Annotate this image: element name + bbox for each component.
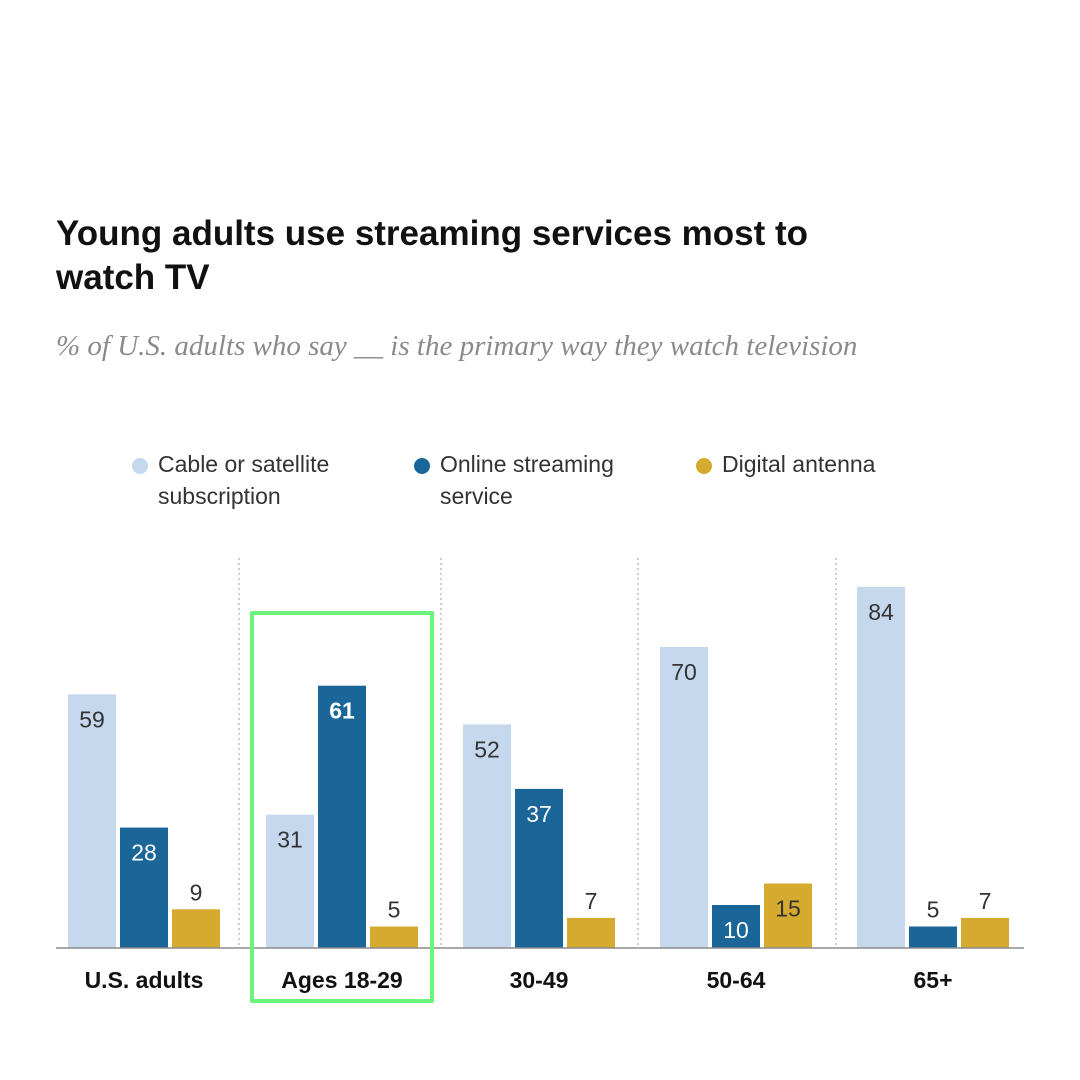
chart-legend: Cable or satellite subscription Online s… [0,448,1080,518]
bar-streaming-50-64 [712,905,760,948]
data-label-streaming-u-s-adults: 28 [131,840,157,866]
data-label-cable-ages-18-29: 31 [277,827,303,853]
bar-antenna-30-49 [567,917,615,948]
legend-label-antenna: Digital antenna [722,451,876,477]
data-label-streaming-30-49: 37 [526,801,552,827]
data-label-streaming-50-64: 10 [723,917,749,943]
legend-label-cable: Cable or satellite subscription [158,451,330,509]
data-label-cable-u-s-adults: 59 [79,706,105,732]
bar-streaming-65 [909,926,957,948]
bar-antenna-50-64 [764,883,812,948]
data-label-cable-65: 84 [868,599,894,625]
bar-cable-50-64 [660,647,708,948]
category-label-30-49: 30-49 [510,967,569,993]
bar-antenna-u-s-adults [172,909,220,948]
bar-antenna-65 [961,917,1009,948]
chart-subtitle: % of U.S. adults who say __ is the prima… [56,330,858,362]
category-label-ages-18-29: Ages 18-29 [281,967,402,993]
data-label-streaming-65: 5 [927,897,940,923]
data-label-antenna-50-64: 15 [775,896,801,922]
bar-streaming-ages-18-29 [318,685,366,948]
chart-title: Young adults use streaming services most… [56,214,809,297]
bar-cable-u-s-adults [68,694,116,948]
legend-swatch-cable [132,458,148,474]
legend-swatch-streaming [414,458,430,474]
bar-streaming-30-49 [515,788,563,948]
data-label-antenna-65: 7 [979,888,992,914]
category-label-u-s-adults: U.S. adults [85,967,204,993]
data-label-antenna-u-s-adults: 9 [190,879,203,905]
data-label-antenna-30-49: 7 [585,888,598,914]
data-label-cable-30-49: 52 [474,736,500,762]
bar-cable-ages-18-29 [266,814,314,948]
data-label-antenna-ages-18-29: 5 [388,897,401,923]
category-label-50-64: 50-64 [707,967,766,993]
bar-streaming-u-s-adults [120,827,168,948]
category-label-65: 65+ [913,967,952,993]
data-label-streaming-ages-18-29: 61 [329,698,355,724]
data-label-cable-50-64: 70 [671,659,697,685]
legend-label-streaming: Online streaming service [440,451,614,509]
legend-swatch-antenna [696,458,712,474]
bar-cable-65 [857,586,905,948]
bar-cable-30-49 [463,724,511,948]
bar-antenna-ages-18-29 [370,926,418,948]
